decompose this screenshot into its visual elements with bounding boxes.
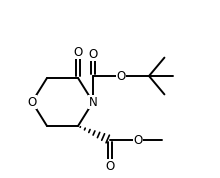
Text: O: O <box>116 69 126 82</box>
Text: O: O <box>27 96 37 109</box>
Text: O: O <box>105 159 115 172</box>
Text: N: N <box>89 96 97 109</box>
Text: O: O <box>73 46 83 59</box>
Text: O: O <box>88 48 98 61</box>
Text: O: O <box>133 134 143 146</box>
